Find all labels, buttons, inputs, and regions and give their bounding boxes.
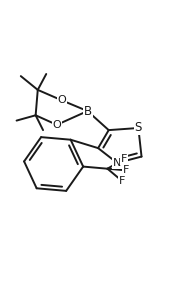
Text: F: F (119, 176, 125, 186)
Text: O: O (58, 95, 66, 105)
Text: F: F (121, 154, 127, 164)
Text: B: B (84, 105, 92, 118)
Text: N: N (113, 158, 121, 168)
Text: O: O (52, 120, 61, 130)
Text: F: F (123, 165, 130, 175)
Text: S: S (135, 121, 142, 135)
